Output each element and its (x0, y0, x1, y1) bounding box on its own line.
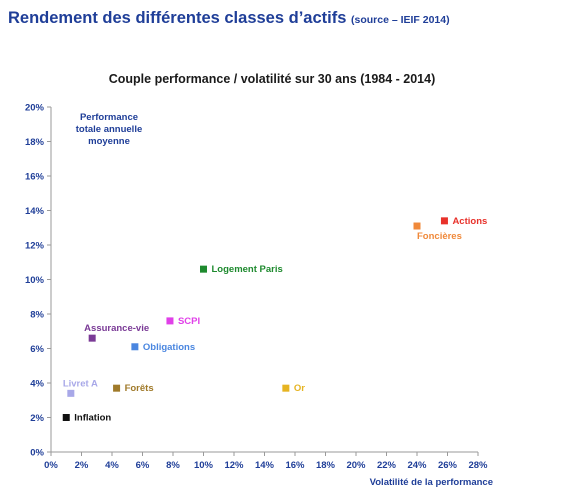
data-point-marker (67, 389, 75, 397)
x-tick-label: 22% (377, 460, 397, 471)
page-heading: Rendement des différentes classes d’acti… (8, 8, 568, 30)
data-point-marker (282, 384, 290, 392)
data-points: Actions Foncières Logement Paris SCPI Assura… (62, 216, 487, 424)
heading-source: (source – IEIF 2014) (350, 14, 450, 26)
heading-main: Rendement des différentes classes d’acti… (8, 9, 347, 27)
data-point-label: Or (294, 383, 305, 394)
data-point: Forêts (113, 383, 154, 394)
x-tick-label: 26% (438, 460, 458, 471)
data-point: Or (282, 383, 305, 394)
x-axis-label: Volatilité de la performance (370, 477, 493, 488)
data-point-label: Logement Paris (212, 264, 283, 275)
x-tick-label: 0% (44, 460, 58, 471)
data-point-marker (131, 343, 139, 351)
y-tick-label: 20% (25, 103, 45, 114)
x-tick-label: 14% (255, 460, 275, 471)
y-tick-label: 16% (25, 172, 45, 183)
x-tick-label: 8% (166, 460, 180, 471)
data-point-marker (200, 265, 207, 273)
y-tick-label: 4% (30, 379, 44, 390)
y-tick-label: 12% (25, 241, 45, 252)
x-tick-label: 2% (75, 460, 89, 471)
y-axis-label-line: moyenne (88, 136, 130, 147)
x-tick-label: 18% (316, 460, 336, 471)
data-point-label: SCPI (178, 316, 200, 327)
x-tick-label: 6% (136, 460, 150, 471)
data-point-label: Assurance-vie (84, 323, 149, 334)
y-tick-label: 10% (25, 275, 45, 286)
x-tick-label: 24% (407, 460, 427, 471)
data-point-label: Forêts (125, 383, 154, 394)
data-point: Assurance-vie (84, 323, 149, 342)
data-point-marker (113, 384, 121, 392)
data-point: Logement Paris (200, 264, 283, 275)
y-tick-label: 14% (25, 206, 45, 217)
y-axis-label-line: totale annuelle (76, 124, 143, 135)
x-tick-label: 20% (346, 460, 366, 471)
x-tick-label: 4% (105, 460, 119, 471)
data-point-marker (440, 217, 448, 225)
y-tick-label: 8% (30, 310, 44, 321)
data-point: Foncières (413, 222, 462, 242)
y-axis-label-line: Performance (80, 112, 138, 123)
data-point: Inflation (62, 413, 111, 424)
data-point: SCPI (166, 316, 200, 327)
y-axis-ticks: 0% 2% 4% 6% 8% 10% 12% 14% 16% 18% 20% (25, 103, 51, 459)
x-tick-label: 10% (194, 460, 214, 471)
data-point: Obligations (131, 342, 195, 353)
chart-title: Couple performance / volatilité sur 30 a… (109, 72, 436, 86)
data-point-label: Actions (452, 216, 487, 227)
x-tick-label: 12% (224, 460, 244, 471)
x-tick-label: 28% (468, 460, 488, 471)
x-tick-label: 16% (285, 460, 305, 471)
data-point-marker (88, 334, 96, 342)
data-point-label: Obligations (143, 342, 195, 353)
y-tick-label: 2% (30, 413, 44, 424)
data-point: Livret A (63, 378, 98, 397)
data-point-label: Inflation (74, 413, 111, 424)
data-point-label: Livret A (63, 378, 98, 389)
data-point-marker (413, 222, 421, 230)
data-point-marker (166, 317, 174, 325)
x-axis-ticks: 0% 2% 4% 6% 8% 10% 12% 14% 16% 18% 20% 22% 24% 26% 28% (44, 452, 488, 471)
y-tick-label: 6% (30, 344, 44, 355)
data-point: Actions (440, 216, 487, 227)
y-tick-label: 0% (30, 448, 44, 459)
y-tick-label: 18% (25, 137, 45, 148)
data-point-marker (62, 414, 70, 421)
data-point-label: Foncières (417, 231, 462, 242)
